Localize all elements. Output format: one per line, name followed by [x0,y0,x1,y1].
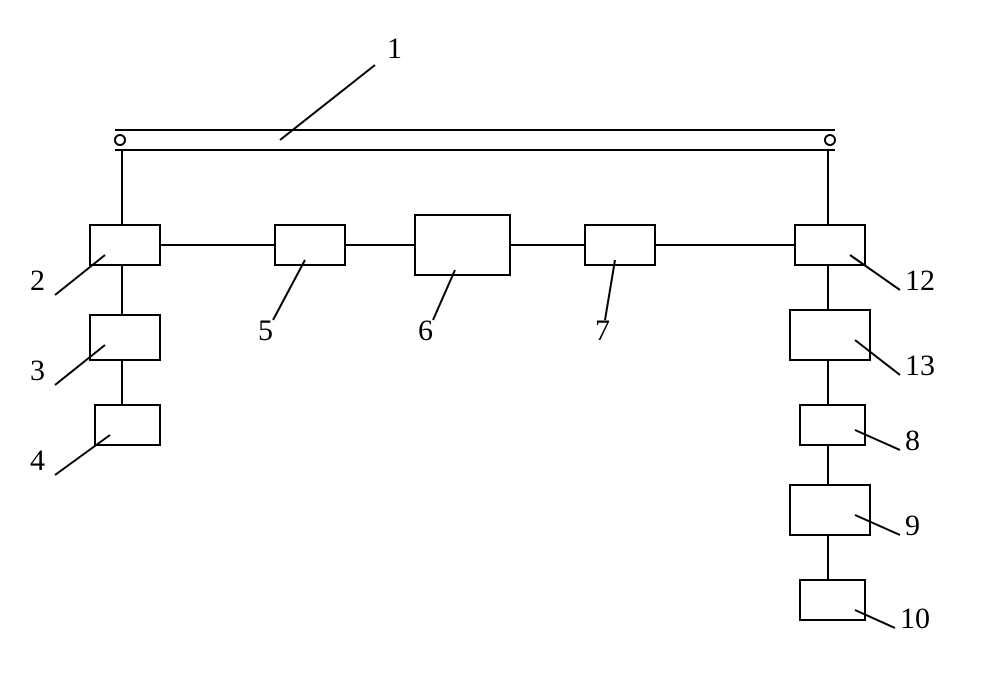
box-b3 [90,315,160,360]
label-l5: 5 [258,314,273,347]
label-l2: 2 [30,264,45,297]
box-b10 [800,580,865,620]
leader-l4 [55,435,110,475]
leader-l2 [55,255,105,295]
label-l9: 9 [905,509,920,542]
leader-l6 [433,270,455,320]
leader-l7 [605,260,615,320]
hinge-left [115,135,125,145]
label-l6: 6 [418,314,433,347]
box-b7 [585,225,655,265]
box-b13 [790,310,870,360]
box-b5 [275,225,345,265]
box-b8 [800,405,865,445]
label-l4: 4 [30,444,45,477]
label-l8: 8 [905,424,920,457]
label-l7: 7 [595,314,610,347]
leader-l13 [855,340,900,375]
leader-l3 [55,345,105,385]
leader-l9 [855,515,900,535]
label-l10: 10 [900,602,930,635]
leader-1 [280,65,375,140]
hinge-right [825,135,835,145]
block-diagram: 123456712138910 [0,0,1000,690]
leader-l5 [273,260,305,320]
box-b9 [790,485,870,535]
leader-l8 [855,430,900,450]
label-l3: 3 [30,354,45,387]
label-l13: 13 [905,349,935,382]
label-l1: 1 [387,32,402,65]
box-b6 [415,215,510,275]
leader-l12 [850,255,900,290]
label-l12: 12 [905,264,935,297]
